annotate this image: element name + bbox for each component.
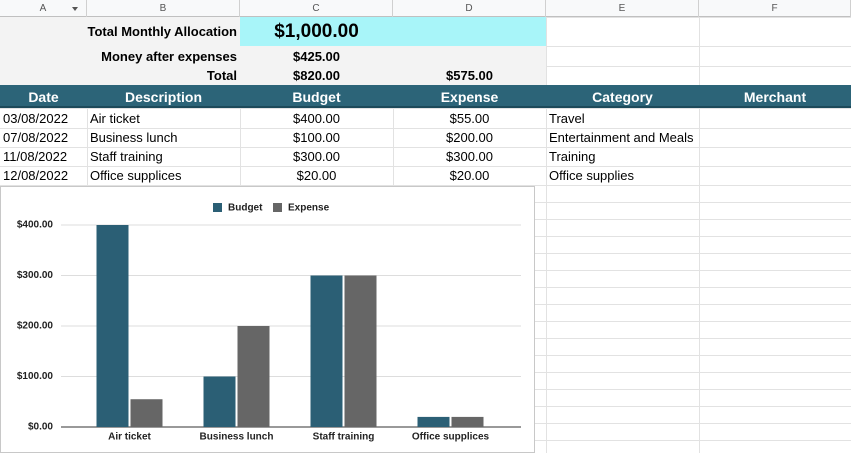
legend-swatch (273, 203, 282, 212)
y-tick-label: $300.00 (17, 270, 54, 281)
table-cell[interactable]: 11/08/2022 (3, 149, 68, 164)
row-line (0, 147, 851, 148)
row-line (0, 128, 851, 129)
table-cell[interactable]: $100.00 (293, 130, 340, 145)
bar (96, 225, 129, 427)
table-header: Merchant (743, 88, 807, 105)
y-tick-label: $100.00 (17, 371, 54, 382)
column-header[interactable]: E (546, 0, 699, 17)
legend-swatch (213, 203, 222, 212)
bar (344, 275, 377, 427)
table-cell[interactable]: Entertainment and Meals (549, 130, 694, 145)
table-cell[interactable]: $300.00 (446, 149, 493, 164)
y-tick-label: $400.00 (17, 220, 54, 231)
table-cell[interactable]: 07/08/2022 (3, 130, 69, 145)
row-line (0, 166, 851, 167)
x-tick-label: Office supplices (412, 432, 490, 443)
table-cell[interactable]: Office supplices (90, 168, 182, 183)
column-header[interactable]: A (0, 0, 87, 17)
header-fill (0, 85, 851, 108)
row-line (0, 185, 851, 186)
table-header: Expense (440, 88, 499, 105)
table-cell[interactable]: $200.00 (446, 130, 493, 145)
column-header-bar (0, 0, 851, 17)
summary-value: $575.00 (446, 68, 493, 83)
column-header[interactable]: C (240, 0, 393, 17)
summary-value: $820.00 (293, 68, 340, 83)
bar (130, 399, 163, 427)
table-cell[interactable]: $20.00 (449, 168, 490, 183)
column-header[interactable]: D (393, 0, 546, 17)
summary-value: $425.00 (293, 48, 340, 64)
y-tick-label: $200.00 (17, 321, 54, 332)
bar (237, 326, 270, 427)
summary-label: Total Monthly Allocation (87, 24, 238, 39)
bar (417, 416, 450, 427)
bar (310, 275, 343, 427)
summary-label: Total (206, 68, 237, 83)
column-header[interactable]: B (87, 0, 240, 17)
table-cell[interactable]: 12/08/2022 (3, 168, 69, 183)
table-cell[interactable]: Air ticket (90, 110, 140, 126)
table-header: Budget (292, 88, 341, 105)
summary-fill (0, 17, 240, 46)
legend-label: Budget (228, 203, 263, 214)
table-cell[interactable]: $20.00 (296, 168, 337, 183)
summary-label: Money after expenses (101, 48, 237, 64)
table-header: Description (124, 88, 202, 105)
x-tick-label: Staff training (313, 432, 375, 443)
chart: $0.00 $100.00 $200.00 $300.00 $400.00 Budget E… (0, 186, 535, 453)
bar (451, 416, 484, 427)
row-line (0, 108, 851, 109)
table-cell[interactable]: Training (549, 149, 596, 164)
table-cell[interactable]: $300.00 (293, 149, 340, 164)
allocation-fill (240, 17, 546, 46)
summary-value: $1,000.00 (274, 20, 359, 42)
x-tick-label: Air ticket (108, 432, 151, 443)
table-cell[interactable]: $55.00 (449, 110, 490, 126)
column-line (699, 17, 700, 453)
summary-fill (0, 46, 546, 85)
table-cell[interactable]: Business lunch (90, 130, 178, 145)
column-line (546, 17, 547, 453)
table-cell[interactable]: Office supplies (549, 168, 635, 183)
table-cell[interactable]: $400.00 (293, 110, 340, 126)
table-header: Date (28, 88, 59, 105)
legend-label: Expense (288, 203, 330, 214)
y-tick-label: $0.00 (28, 422, 53, 433)
column-header[interactable]: F (699, 0, 851, 17)
dropdown-arrow[interactable] (72, 7, 78, 11)
table-cell[interactable]: Staff training (90, 149, 163, 164)
table-cell[interactable]: Travel (549, 110, 585, 126)
table-header: Category (592, 88, 653, 105)
x-tick-label: Business lunch (200, 432, 274, 443)
bar (203, 376, 236, 427)
table-cell[interactable]: 03/08/2022 (3, 110, 69, 126)
